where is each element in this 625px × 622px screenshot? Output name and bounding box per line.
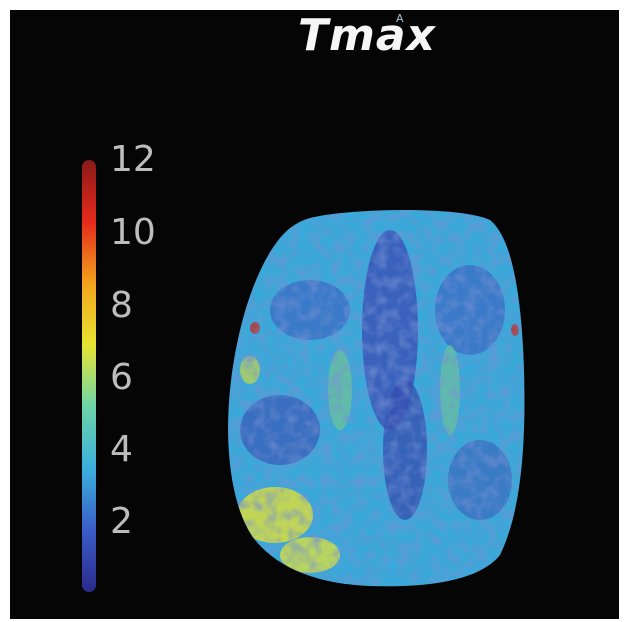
perfusion-map-panel: Tmax A 12 10 8 6 4 2 [10,10,619,619]
colorbar-tick-2: 2 [110,501,133,542]
colorbar-tick-10: 10 [110,212,156,253]
colorbar-tick-6: 6 [110,357,133,398]
colorbar [82,160,96,592]
colorbar-tick-8: 8 [110,285,133,326]
colorbar-tick-4: 4 [110,429,133,470]
map-title: Tmax [298,10,436,61]
tissue-texture [228,210,525,587]
brain-tmax-map [228,210,525,587]
orientation-marker: A [396,12,404,25]
colorbar-tick-12: 12 [110,139,156,180]
